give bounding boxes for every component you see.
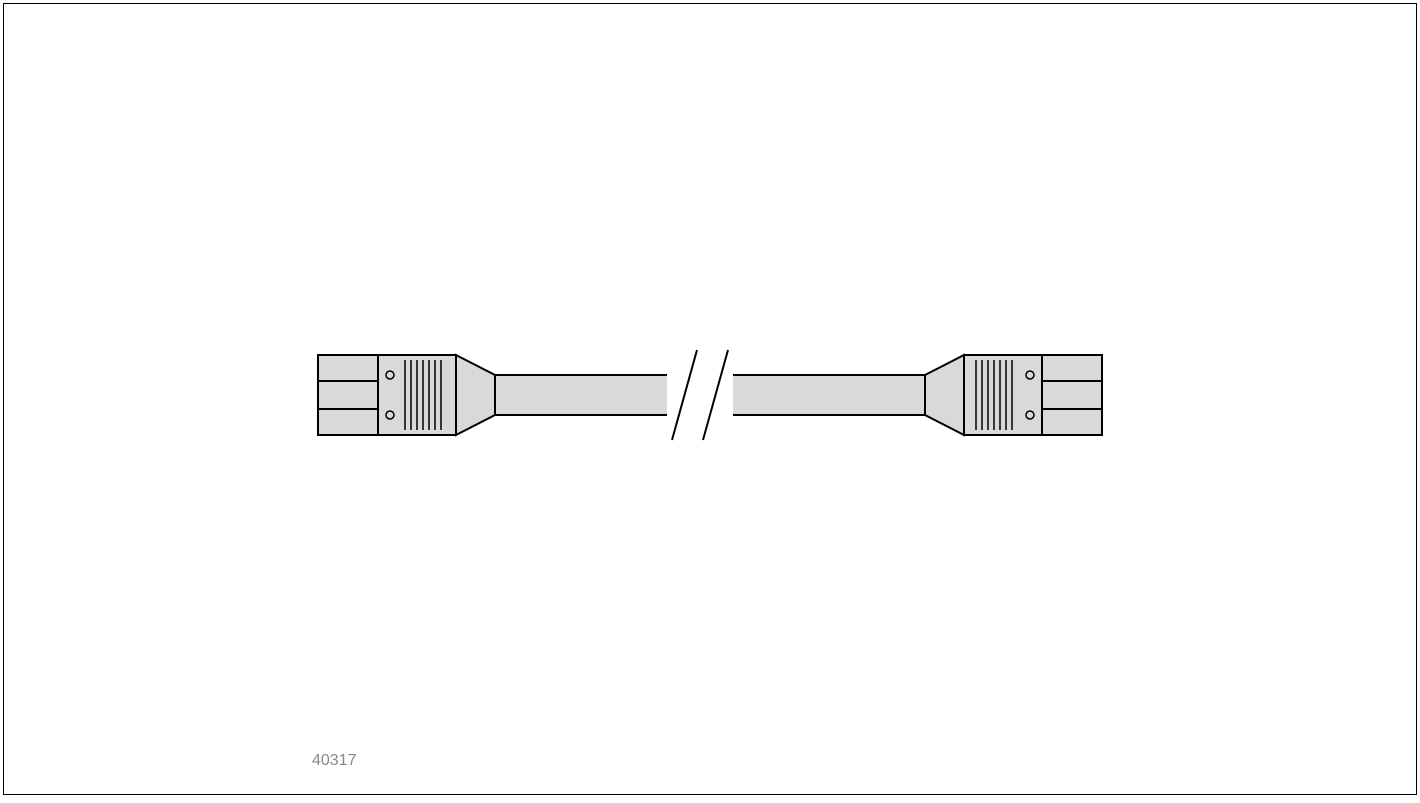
cable-svg: [0, 0, 1420, 798]
cable-diagram: [0, 0, 1420, 798]
part-number-label: 40317: [312, 752, 357, 770]
